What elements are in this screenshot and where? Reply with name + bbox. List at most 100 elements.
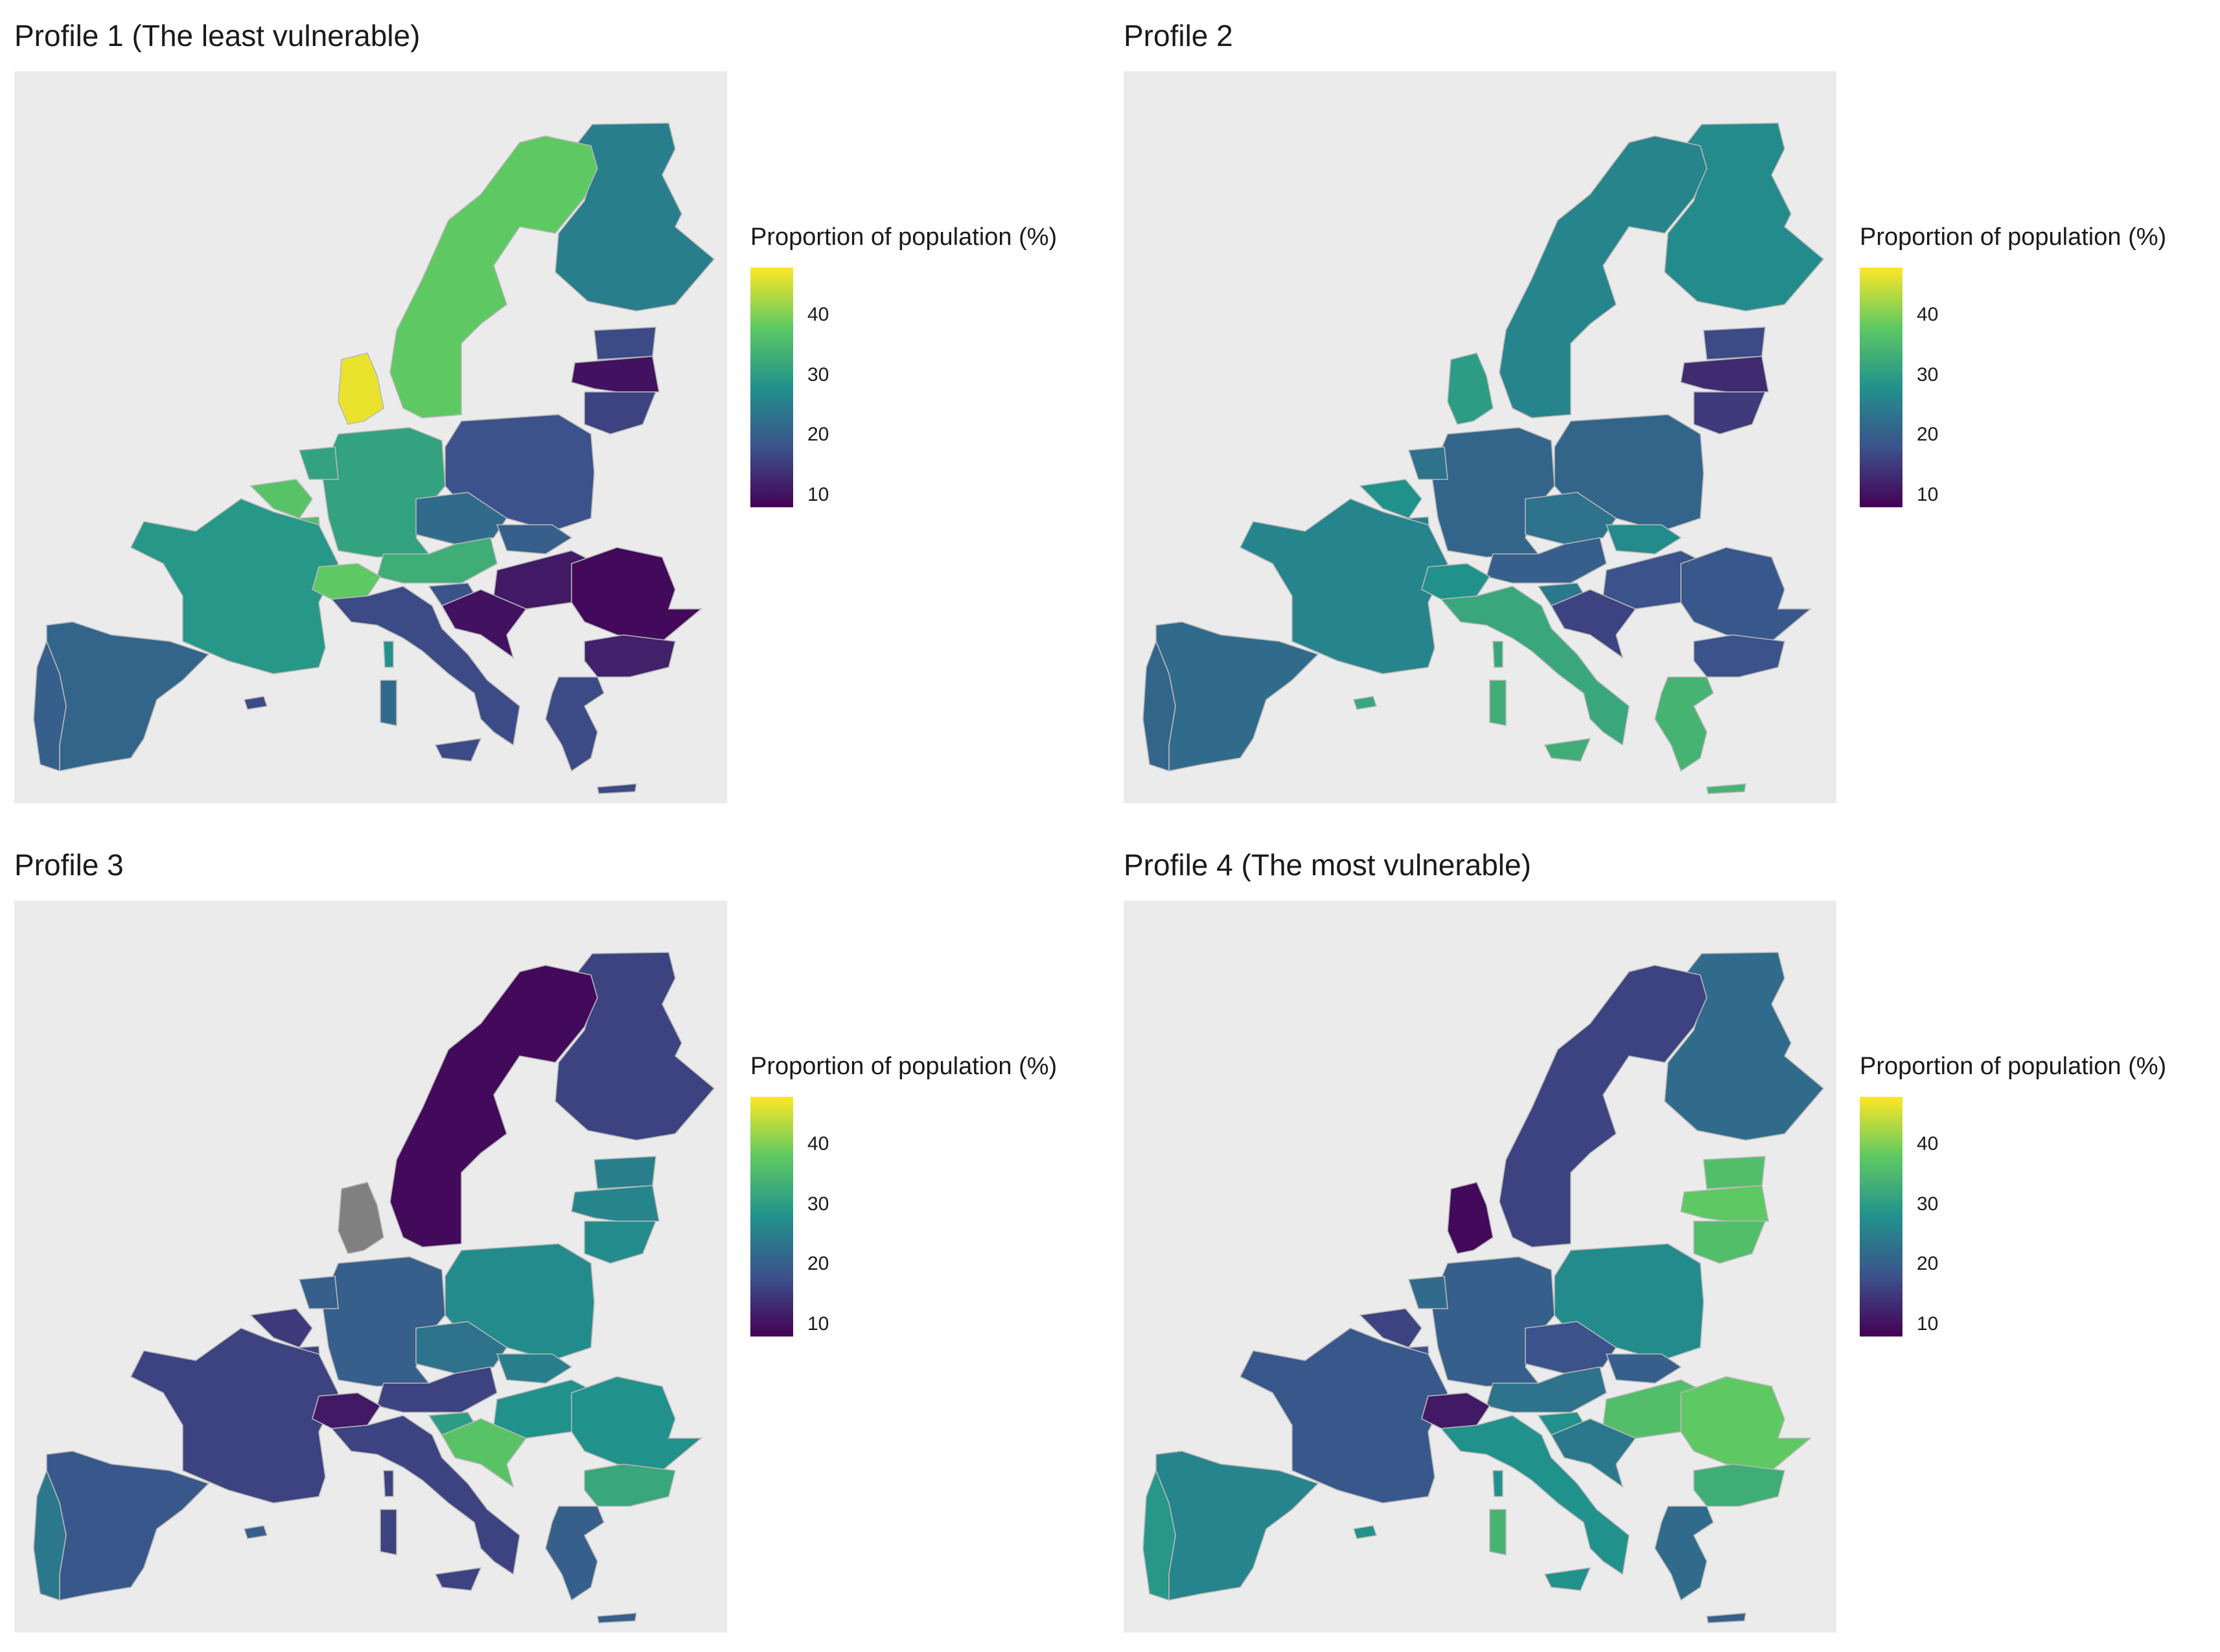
legend-tick-label: 40 bbox=[1917, 304, 1939, 325]
region-slovakia bbox=[1605, 524, 1682, 555]
legend-tick bbox=[1902, 494, 1912, 497]
region-portugal bbox=[33, 639, 67, 772]
region-estonia bbox=[594, 327, 656, 360]
region-italy bbox=[1440, 1415, 1630, 1576]
region-denmark bbox=[338, 1182, 384, 1254]
map-panel-2: Profile 2 Proportion of population (%) 1… bbox=[1109, 0, 2211, 823]
color-legend: Proportion of population (%) 10 20 30 40 bbox=[750, 1053, 1087, 1338]
legend-tick bbox=[1902, 1324, 1912, 1326]
legend-tick-label: 10 bbox=[807, 483, 829, 505]
map-area bbox=[14, 71, 727, 803]
region-sardinia bbox=[1489, 680, 1507, 726]
legend-tick bbox=[1902, 435, 1912, 437]
region-sweden bbox=[1499, 135, 1707, 419]
map-panel-3: Profile 3 Proportion of population (%) 1… bbox=[0, 829, 1102, 1652]
legend-tick-label: 30 bbox=[1917, 363, 1939, 385]
region-austria bbox=[1486, 537, 1607, 584]
region-lithuania bbox=[1693, 1221, 1766, 1264]
legend-title: Proportion of population (%) bbox=[1860, 1053, 2167, 1080]
legend-colorbar bbox=[750, 268, 793, 507]
region-denmark bbox=[1447, 352, 1494, 425]
legend-tick-label: 30 bbox=[1917, 1193, 1939, 1215]
region-croatia bbox=[1550, 589, 1637, 659]
map-area bbox=[14, 901, 727, 1633]
region-sweden bbox=[389, 965, 598, 1248]
choropleth-map bbox=[33, 952, 715, 1623]
region-czechia bbox=[1525, 492, 1617, 545]
region-romania bbox=[571, 1376, 703, 1471]
region-cyprus bbox=[243, 1525, 268, 1539]
region-romania bbox=[1680, 547, 1812, 642]
legend-tick bbox=[793, 1324, 802, 1326]
panel-title: Profile 4 (The most vulnerable) bbox=[1124, 848, 1531, 882]
legend-title: Proportion of population (%) bbox=[750, 224, 1058, 251]
region-bulgaria bbox=[1693, 634, 1785, 678]
region-germany bbox=[321, 1256, 446, 1387]
region-slovakia bbox=[1605, 1353, 1682, 1384]
legend-tick bbox=[793, 435, 802, 437]
legend-tick bbox=[793, 494, 802, 497]
region-belgium bbox=[249, 1308, 313, 1348]
choropleth-map bbox=[33, 122, 715, 794]
legend-tick bbox=[1902, 315, 1912, 317]
panel-title: Profile 3 bbox=[14, 848, 124, 882]
region-latvia bbox=[1680, 356, 1769, 393]
legend-tick-label: 40 bbox=[1917, 1133, 1939, 1154]
region-lithuania bbox=[1693, 391, 1766, 435]
legend-tick-label: 10 bbox=[1917, 483, 1939, 505]
region-spain bbox=[46, 1451, 210, 1601]
region-estonia bbox=[1703, 327, 1766, 360]
region-romania bbox=[1680, 1376, 1812, 1471]
region-germany bbox=[1431, 1256, 1555, 1387]
region-france bbox=[130, 498, 339, 674]
map-area bbox=[1124, 901, 1836, 1633]
legend-colorbar bbox=[750, 1097, 793, 1337]
region-greece bbox=[545, 1506, 605, 1601]
region-sweden bbox=[1499, 965, 1707, 1248]
region-romania bbox=[571, 547, 703, 642]
region-croatia bbox=[1550, 1418, 1637, 1488]
region-belgium bbox=[1359, 479, 1422, 519]
region-austria bbox=[376, 537, 498, 584]
region-cyprus bbox=[1352, 1525, 1378, 1539]
map-area bbox=[1124, 71, 1836, 803]
region-cyprus bbox=[1352, 696, 1378, 710]
region-bulgaria bbox=[584, 634, 676, 678]
legend-tick-label: 20 bbox=[1917, 1253, 1939, 1274]
region-denmark bbox=[338, 352, 384, 425]
region-sweden bbox=[389, 135, 598, 419]
legend-tick-label: 10 bbox=[1917, 1313, 1939, 1335]
legend-tick-label: 20 bbox=[807, 424, 829, 445]
region-austria bbox=[376, 1366, 498, 1413]
region-croatia bbox=[441, 589, 527, 659]
region-crete bbox=[597, 783, 637, 794]
legend-colorbar bbox=[1860, 268, 1902, 507]
region-belgium bbox=[1359, 1308, 1422, 1348]
region-denmark bbox=[1447, 1182, 1494, 1254]
region-netherlands bbox=[298, 446, 339, 480]
region-portugal bbox=[1142, 1469, 1176, 1601]
region-netherlands bbox=[1407, 1276, 1448, 1309]
region-crete bbox=[1706, 783, 1746, 794]
map-panel-1: Profile 1 (The least vulnerable) Proport… bbox=[0, 0, 1102, 823]
region-italy bbox=[330, 1415, 520, 1576]
legend-tick bbox=[793, 315, 802, 317]
region-crete bbox=[1706, 1612, 1746, 1623]
color-legend: Proportion of population (%) 10 20 30 40 bbox=[1860, 224, 2197, 509]
region-slovakia bbox=[496, 524, 573, 555]
region-sardinia bbox=[380, 680, 397, 726]
legend-tick-label: 30 bbox=[807, 363, 829, 385]
region-spain bbox=[1155, 621, 1319, 772]
legend-tick bbox=[1902, 1144, 1912, 1146]
region-switzerland bbox=[312, 563, 382, 600]
region-czechia bbox=[1525, 1321, 1617, 1374]
legend-tick-label: 20 bbox=[807, 1253, 829, 1274]
legend-tick bbox=[1902, 1204, 1912, 1206]
legend-title: Proportion of population (%) bbox=[750, 1053, 1058, 1080]
region-italy bbox=[1440, 586, 1630, 746]
region-corsica bbox=[1492, 1470, 1503, 1497]
region-estonia bbox=[594, 1156, 656, 1189]
color-legend: Proportion of population (%) 10 20 30 40 bbox=[750, 224, 1087, 509]
choropleth-map bbox=[1142, 952, 1825, 1623]
region-estonia bbox=[1703, 1156, 1766, 1189]
